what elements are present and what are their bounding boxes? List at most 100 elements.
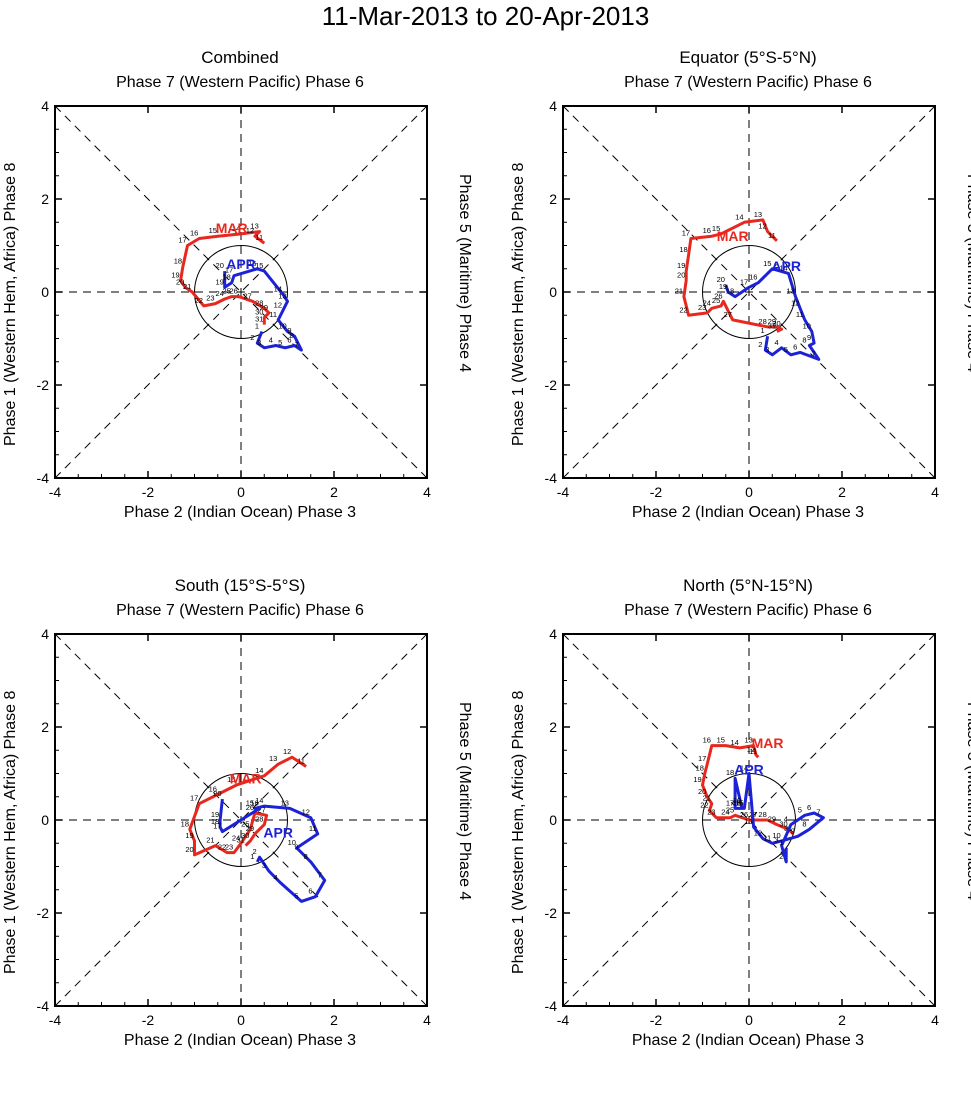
day-label: 24 [216, 289, 224, 298]
day-label: 6 [308, 887, 312, 896]
day-label: 9 [294, 843, 298, 852]
day-label: 14 [274, 284, 282, 293]
day-label: 17 [740, 277, 748, 286]
day-label: 14 [740, 764, 748, 773]
day-label: 11 [309, 824, 317, 833]
series-month-label: APR [771, 258, 801, 274]
day-label: 10 [803, 322, 811, 331]
day-label: 15 [712, 224, 720, 233]
day-label: 27 [257, 805, 265, 814]
day-label: 24 [703, 298, 711, 307]
day-label: 15 [735, 798, 743, 807]
day-label: 20 [677, 270, 685, 279]
y-tick-label: -4 [37, 470, 50, 486]
day-label: 18 [223, 273, 231, 282]
day-label: 11 [763, 833, 771, 842]
day-label: 1 [250, 852, 254, 861]
day-label: 19 [211, 810, 219, 819]
diagonal-line [562, 633, 936, 1007]
bottom-axis-label: Phase 2 (Indian Ocean) Phase 3 [123, 1032, 357, 1049]
day-label: 30 [779, 819, 787, 828]
panel-title: Equator (5°S-5°N) [679, 48, 817, 67]
x-tick-label: 4 [423, 484, 431, 500]
x-tick-label: 0 [237, 484, 245, 500]
series-month-label: APR [734, 761, 764, 777]
day-label: 6 [793, 342, 797, 351]
day-label: 10 [288, 838, 296, 847]
day-label: 20 [698, 787, 706, 796]
x-tick-label: -4 [557, 484, 570, 500]
day-label: 29 [260, 303, 268, 312]
day-label: 4 [273, 873, 277, 882]
day-label: 7 [294, 340, 298, 349]
day-label: 19 [719, 282, 727, 291]
y-tick-label: 0 [549, 284, 557, 300]
day-label: 11 [749, 747, 757, 756]
panel-title: South (15°S-5°S) [174, 576, 306, 595]
day-label: 15 [227, 775, 235, 784]
day-label: 17 [225, 266, 233, 275]
day-label: 3 [257, 338, 261, 347]
y-tick-label: 2 [549, 191, 557, 207]
series-month-label: APR [263, 825, 293, 841]
day-label: 26 [230, 287, 238, 296]
day-label: 28 [255, 298, 263, 307]
day-label: 20 [176, 277, 184, 286]
day-label: 7 [816, 808, 820, 817]
day-label: 20 [717, 275, 725, 284]
chart-main-title: 11-Mar-2013 to 20-Apr-2013 [321, 1, 650, 31]
x-tick-label: -4 [49, 1012, 62, 1028]
day-label: 31 [255, 315, 263, 324]
x-tick-label: 0 [237, 1012, 245, 1028]
x-tick-label: -4 [557, 1012, 570, 1028]
day-label: 28 [758, 810, 766, 819]
y-tick-label: -4 [545, 470, 558, 486]
day-label: 25 [241, 819, 249, 828]
day-label: 23 [225, 843, 233, 852]
series-line-mar [701, 744, 795, 835]
day-label: 14 [779, 263, 787, 272]
panel-south: South (15°S-5°S) Phase 7 (Western Pacifi… [0, 568, 480, 1093]
series-line-apr [223, 267, 303, 352]
day-label: 11 [768, 231, 776, 240]
day-label: 18 [726, 287, 734, 296]
day-label: 22 [195, 296, 203, 305]
day-label: 16 [733, 798, 741, 807]
day-label: 5 [798, 805, 802, 814]
y-tick-label: -4 [37, 998, 50, 1014]
y-tick-label: 4 [41, 626, 49, 642]
day-label: 8 [802, 335, 806, 344]
day-label: 21 [206, 836, 214, 845]
day-label: 12 [747, 745, 755, 754]
day-label: 15 [717, 736, 725, 745]
day-label: 29 [246, 824, 254, 833]
diagonal-line [562, 105, 936, 479]
day-label: 23 [206, 294, 214, 303]
day-label: 30 [772, 319, 780, 328]
x-tick-label: -2 [650, 1012, 663, 1028]
day-label: 21 [183, 282, 191, 291]
day-label: 12 [791, 298, 799, 307]
day-label: 24 [232, 833, 240, 842]
day-label: 2 [779, 852, 783, 861]
y-tick-label: 4 [549, 626, 557, 642]
day-label: 7 [318, 870, 322, 879]
day-label: 28 [758, 317, 766, 326]
day-label: 9 [807, 333, 811, 342]
day-label: 16 [248, 259, 256, 268]
day-label: 24 [721, 808, 729, 817]
day-label: 22 [679, 305, 687, 314]
day-label: 8 [802, 819, 806, 828]
day-label: 1 [779, 838, 783, 847]
day-label: 12 [283, 747, 291, 756]
day-label: 31 [236, 836, 244, 845]
day-label: 1 [255, 322, 259, 331]
x-tick-label: 2 [838, 1012, 846, 1028]
day-label: 22 [700, 801, 708, 810]
day-label: 26 [714, 291, 722, 300]
day-label: 13 [250, 222, 258, 231]
y-tick-label: -2 [37, 905, 50, 921]
panel-title: North (5°N-15°N) [683, 576, 813, 595]
day-label: 21 [703, 794, 711, 803]
day-label: 16 [250, 798, 258, 807]
